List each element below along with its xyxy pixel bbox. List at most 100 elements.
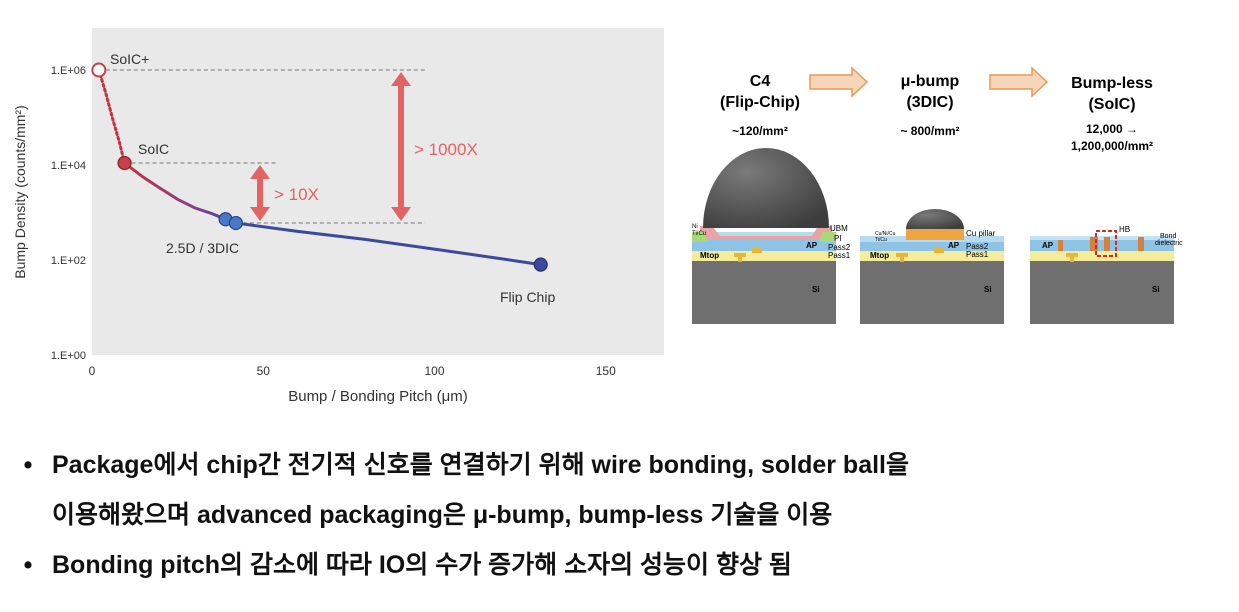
hb-pad-4 [1058, 240, 1063, 251]
stage-c4: C4 (Flip-Chip) ~120/mm² [720, 73, 800, 138]
plot-area [92, 28, 664, 355]
si-substrate [1030, 260, 1174, 324]
y-tick-label: 1.E+02 [51, 255, 86, 267]
label-pass1: Pass1 [828, 251, 851, 260]
x-tick-label: 0 [89, 364, 96, 378]
via [934, 247, 944, 253]
bullet-list: • Package에서 chip간 전기적 신호를 연결하기 위해 wire b… [18, 440, 1218, 590]
bullet-continuation: 이용해왔으며 advanced packaging은 μ-bump, bump-… [18, 490, 1218, 540]
data-points: SoIC+ SoIC 2.5D / 3DIC Flip Chip [91, 51, 555, 305]
label-tic: Ti/Cu [875, 237, 887, 243]
point-soic [117, 155, 132, 171]
metal-layer [860, 251, 1004, 261]
via-stack [896, 253, 908, 262]
bumpless-cross-section: HB Bond dielectric AP Si [1030, 225, 1183, 324]
point-flip-chip [533, 257, 548, 272]
stage-title: Bump-less [1071, 75, 1153, 92]
metal-layer [692, 251, 836, 261]
metal-layer [1030, 251, 1174, 261]
hb-pad-1 [1090, 237, 1098, 251]
progress-arrow-2 [989, 66, 1049, 98]
reference-lines [98, 69, 425, 224]
flip-chip-line [235, 221, 541, 267]
label-tic: Ti/Cu [692, 231, 706, 237]
via-stack [734, 253, 746, 262]
y-tick-label: 1.E+06 [51, 65, 86, 77]
hb-pad-3 [1138, 237, 1144, 251]
stage-subtitle: (3DIC) [906, 94, 953, 111]
passivation-layer [692, 240, 836, 251]
bullet-item: • Package에서 chip간 전기적 신호를 연결하기 위해 wire b… [18, 440, 1218, 490]
stage-density: ~120/mm² [732, 124, 788, 138]
x-tick-label: 50 [257, 364, 271, 378]
via [752, 247, 762, 253]
label-3dic: 2.5D / 3DIC [166, 240, 239, 256]
progress-arrow-1 [809, 66, 869, 98]
label-si: Si [812, 285, 820, 294]
stage-bumpless: Bump-less (SoIC) 12,000 → 1,200,000/mm² [1071, 75, 1153, 153]
via-stack [1066, 253, 1078, 262]
label-mtop: Mtop [870, 251, 889, 260]
x-tick-label: 100 [424, 364, 444, 378]
stage-density: ~ 800/mm² [900, 124, 959, 138]
bullet-dot: • [23, 551, 33, 579]
bond-dielectric [1030, 236, 1174, 240]
chart: 1.E+00 1.E+02 1.E+04 1.E+06 0 50 100 150 > 10X… [12, 28, 664, 405]
label-pass2: Pass2 [966, 242, 989, 251]
hb-highlight [1095, 230, 1117, 257]
y-axis-ticks: 1.E+00 1.E+02 1.E+04 1.E+06 [51, 65, 86, 362]
soic-extension-line [97, 68, 126, 165]
cu-pillar [906, 228, 964, 240]
label-hb: HB [1119, 225, 1130, 234]
y-tick-label: 1.E+00 [51, 350, 86, 362]
passivation-layer [860, 241, 1004, 251]
x-axis-title: Bump / Bonding Pitch (μm) [288, 388, 468, 405]
bullet-text: Package에서 chip간 전기적 신호를 연결하기 위해 wire bon… [52, 451, 910, 479]
label-si: Si [984, 285, 992, 294]
stage-title: μ-bump [901, 73, 960, 90]
bullet-text: Bonding pitch의 감소에 따라 IO의 수가 증가해 소자의 성능이… [52, 551, 792, 579]
label-cu-pillar: Cu pillar [966, 229, 996, 238]
label-si: Si [1152, 285, 1160, 294]
label-mtop: Mtop [700, 251, 719, 260]
label-pi: PI [834, 234, 842, 243]
y-tick-label: 1.E+04 [51, 160, 86, 172]
label-pass2: Pass2 [828, 243, 851, 252]
ubump-cross-section: Cu/Ni/Cu Ti/Cu Cu pillar AP Pass2 Pass1 … [860, 209, 1004, 324]
si-substrate [860, 260, 1004, 324]
label-bond: Bond [1160, 233, 1176, 240]
label-ap: AP [948, 241, 960, 250]
figure: 1.E+00 1.E+02 1.E+04 1.E+06 0 50 100 150 > 10X… [12, 28, 1183, 405]
stage-title: C4 [750, 73, 771, 90]
ratio-arrows: > 10X > 1000X [250, 72, 478, 222]
bullet-dot: • [23, 451, 33, 479]
label-ubm: UBM [830, 224, 848, 233]
arrow-10x [250, 165, 270, 222]
stage-density-2: 1,200,000/mm² [1071, 139, 1153, 153]
micro-bump [906, 209, 964, 229]
label-ap: AP [1042, 241, 1054, 250]
label-ni: Ni [692, 224, 698, 230]
x-axis-ticks: 0 50 100 150 [89, 364, 616, 378]
bullet-text: 이용해왔으며 advanced packaging은 μ-bump, bump-… [52, 501, 833, 529]
hb-pad-2 [1104, 237, 1110, 251]
label-soic: SoIC [138, 141, 169, 157]
label-soic-plus: SoIC+ [110, 51, 149, 67]
annotation-1000x: > 1000X [414, 140, 478, 159]
pi-layer [692, 232, 836, 242]
x-tick-label: 150 [596, 364, 616, 378]
stage-subtitle: (Flip-Chip) [720, 94, 800, 111]
y-axis-title: Bump Density (counts/mm²) [12, 105, 28, 278]
stage-density: 12,000 → [1086, 122, 1138, 136]
bonding-diagram: C4 (Flip-Chip) ~120/mm² μ-bump (3DIC) ~ … [692, 66, 1183, 324]
label-ap: AP [806, 241, 818, 250]
label-flip-chip: Flip Chip [500, 289, 555, 305]
label-dielectric: dielectric [1155, 240, 1183, 247]
c4-cross-section: Ni Ti/Cu UBM PI AP Pass2 Pass1 Mtop Si [692, 148, 851, 324]
stage-subtitle: (SoIC) [1088, 96, 1135, 113]
bullet-item: • Bonding pitch의 감소에 따라 IO의 수가 증가해 소자의 성… [18, 540, 1218, 590]
label-pass1: Pass1 [966, 250, 989, 259]
solder-bump [703, 148, 829, 228]
arrow-1000x [391, 72, 411, 222]
ubm-layer [700, 226, 832, 240]
